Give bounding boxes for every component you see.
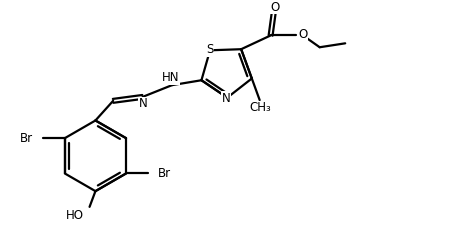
Text: S: S [207, 43, 214, 56]
Text: O: O [270, 1, 279, 14]
Text: N: N [139, 97, 148, 110]
Text: N: N [222, 92, 231, 105]
Text: O: O [298, 28, 308, 41]
Text: Br: Br [158, 167, 171, 180]
Text: HO: HO [66, 209, 84, 222]
Text: CH₃: CH₃ [250, 101, 271, 114]
Text: Br: Br [20, 132, 33, 145]
Text: HN: HN [162, 71, 180, 84]
